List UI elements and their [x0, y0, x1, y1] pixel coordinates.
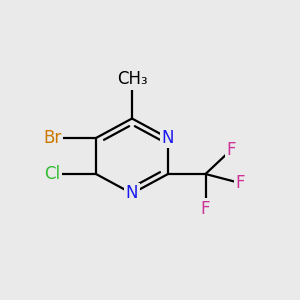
Text: CH₃: CH₃ — [117, 70, 147, 88]
Text: F: F — [201, 200, 210, 217]
Text: N: N — [162, 129, 174, 147]
Text: N: N — [126, 184, 138, 202]
Text: F: F — [235, 174, 245, 192]
Text: Cl: Cl — [44, 165, 61, 183]
Text: Br: Br — [44, 129, 62, 147]
Text: F: F — [226, 141, 236, 159]
